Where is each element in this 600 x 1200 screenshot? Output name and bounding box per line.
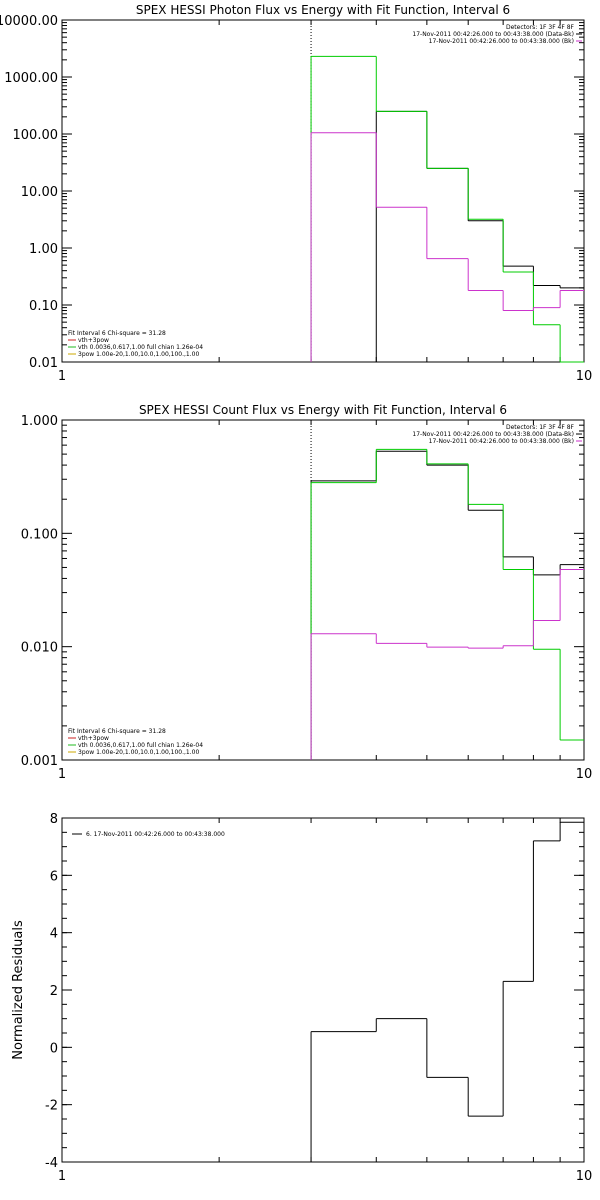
y-tick-label: 0.10 (29, 299, 58, 314)
y-tick-label: 100.00 (13, 128, 59, 143)
y-tick-label: 0 (50, 1041, 58, 1056)
bottom-legend-entry: Fit Interval 6 Chi-square = 31.28 (68, 728, 166, 735)
series-1 (310, 821, 584, 1162)
series-2 (310, 55, 584, 363)
y-tick-label: 10.00 (21, 185, 58, 200)
plot-frame (61, 419, 585, 761)
top-legend-entry: 17-Nov-2011 00:42:26.000 to 00:43:38.000… (412, 31, 574, 38)
x-tick-label: 10 (576, 767, 593, 782)
top-legend-entry: Detectors: 1F 3F 4F 8F (506, 24, 575, 31)
chart-panel-1: SPEX HESSI Photon Flux vs Energy with Fi… (0, 3, 592, 384)
top-legend-entry: 17-Nov-2011 00:42:26.000 to 00:43:38.000… (412, 431, 574, 438)
y-tick-label: 8 (50, 812, 58, 827)
y-tick-label: -4 (45, 1156, 58, 1171)
bottom-legend-entry: 3pow 1.00e-20,1.00,10.0,1.00,100.,1.00 (78, 749, 199, 756)
y-tick-label: 10000.00 (0, 14, 58, 29)
plot-frame (61, 817, 585, 1163)
y-tick-label: 1.00 (29, 242, 58, 257)
bottom-legend-entry: 3pow 1.00e-20,1.00,10.0,1.00,100.,1.00 (78, 351, 199, 358)
x-tick-label: 1 (58, 369, 66, 384)
y-tick-label: -2 (45, 1099, 58, 1114)
chart-panel-3: -4 -2 0 2 4 6 8 1 10 Normalized Residuals 6. 17-No… (11, 812, 592, 1184)
bottom-legend-entry: vth 0.0036,0.617,1.00 full chian 1.26e-0… (78, 742, 203, 749)
y-tick-label: 0.01 (29, 356, 58, 371)
y-tick-label: 0.010 (21, 641, 58, 656)
chart-panel-2: SPEX HESSI Count Flux vs Energy with Fit… (21, 403, 592, 782)
x-tick-label: 1 (58, 767, 66, 782)
y-tick-label: 0.001 (21, 754, 58, 769)
x-tick-label: 10 (576, 369, 593, 384)
y-tick-label: 1000.00 (4, 71, 58, 86)
chart-title: SPEX HESSI Count Flux vs Energy with Fit… (139, 403, 507, 417)
y-tick-label: 2 (50, 984, 58, 999)
series-1 (310, 450, 584, 760)
chart-title: SPEX HESSI Photon Flux vs Energy with Fi… (136, 3, 510, 17)
bottom-legend-entry: Fit Interval 6 Chi-square = 31.28 (68, 330, 166, 337)
series-3 (310, 132, 584, 362)
x-tick-label: 1 (58, 1169, 66, 1184)
y-tick-label: 0.100 (21, 527, 58, 542)
residual-legend-entry: 6. 17-Nov-2011 00:42:26.000 to 00:43:38.… (86, 831, 225, 838)
bottom-legend-entry: vth 0.0036,0.617,1.00 full chian 1.26e-0… (78, 344, 203, 351)
x-tick-label: 10 (576, 1169, 593, 1184)
y-axis-label: Normalized Residuals (11, 920, 26, 1060)
y-tick-label: 4 (50, 927, 58, 942)
top-legend-entry: 17-Nov-2011 00:42:26.000 to 00:43:38.000… (429, 38, 574, 45)
bottom-legend-entry: vth+3pow (78, 735, 109, 742)
y-tick-label: 6 (50, 869, 58, 884)
series-3 (310, 568, 584, 760)
bottom-legend-entry: vth+3pow (78, 337, 109, 344)
series-2 (310, 448, 584, 760)
top-legend-entry: Detectors: 1F 3F 4F 8F (506, 424, 575, 431)
y-tick-label: 1.000 (21, 414, 58, 429)
top-legend-entry: 17-Nov-2011 00:42:26.000 to 00:43:38.000… (429, 438, 574, 445)
